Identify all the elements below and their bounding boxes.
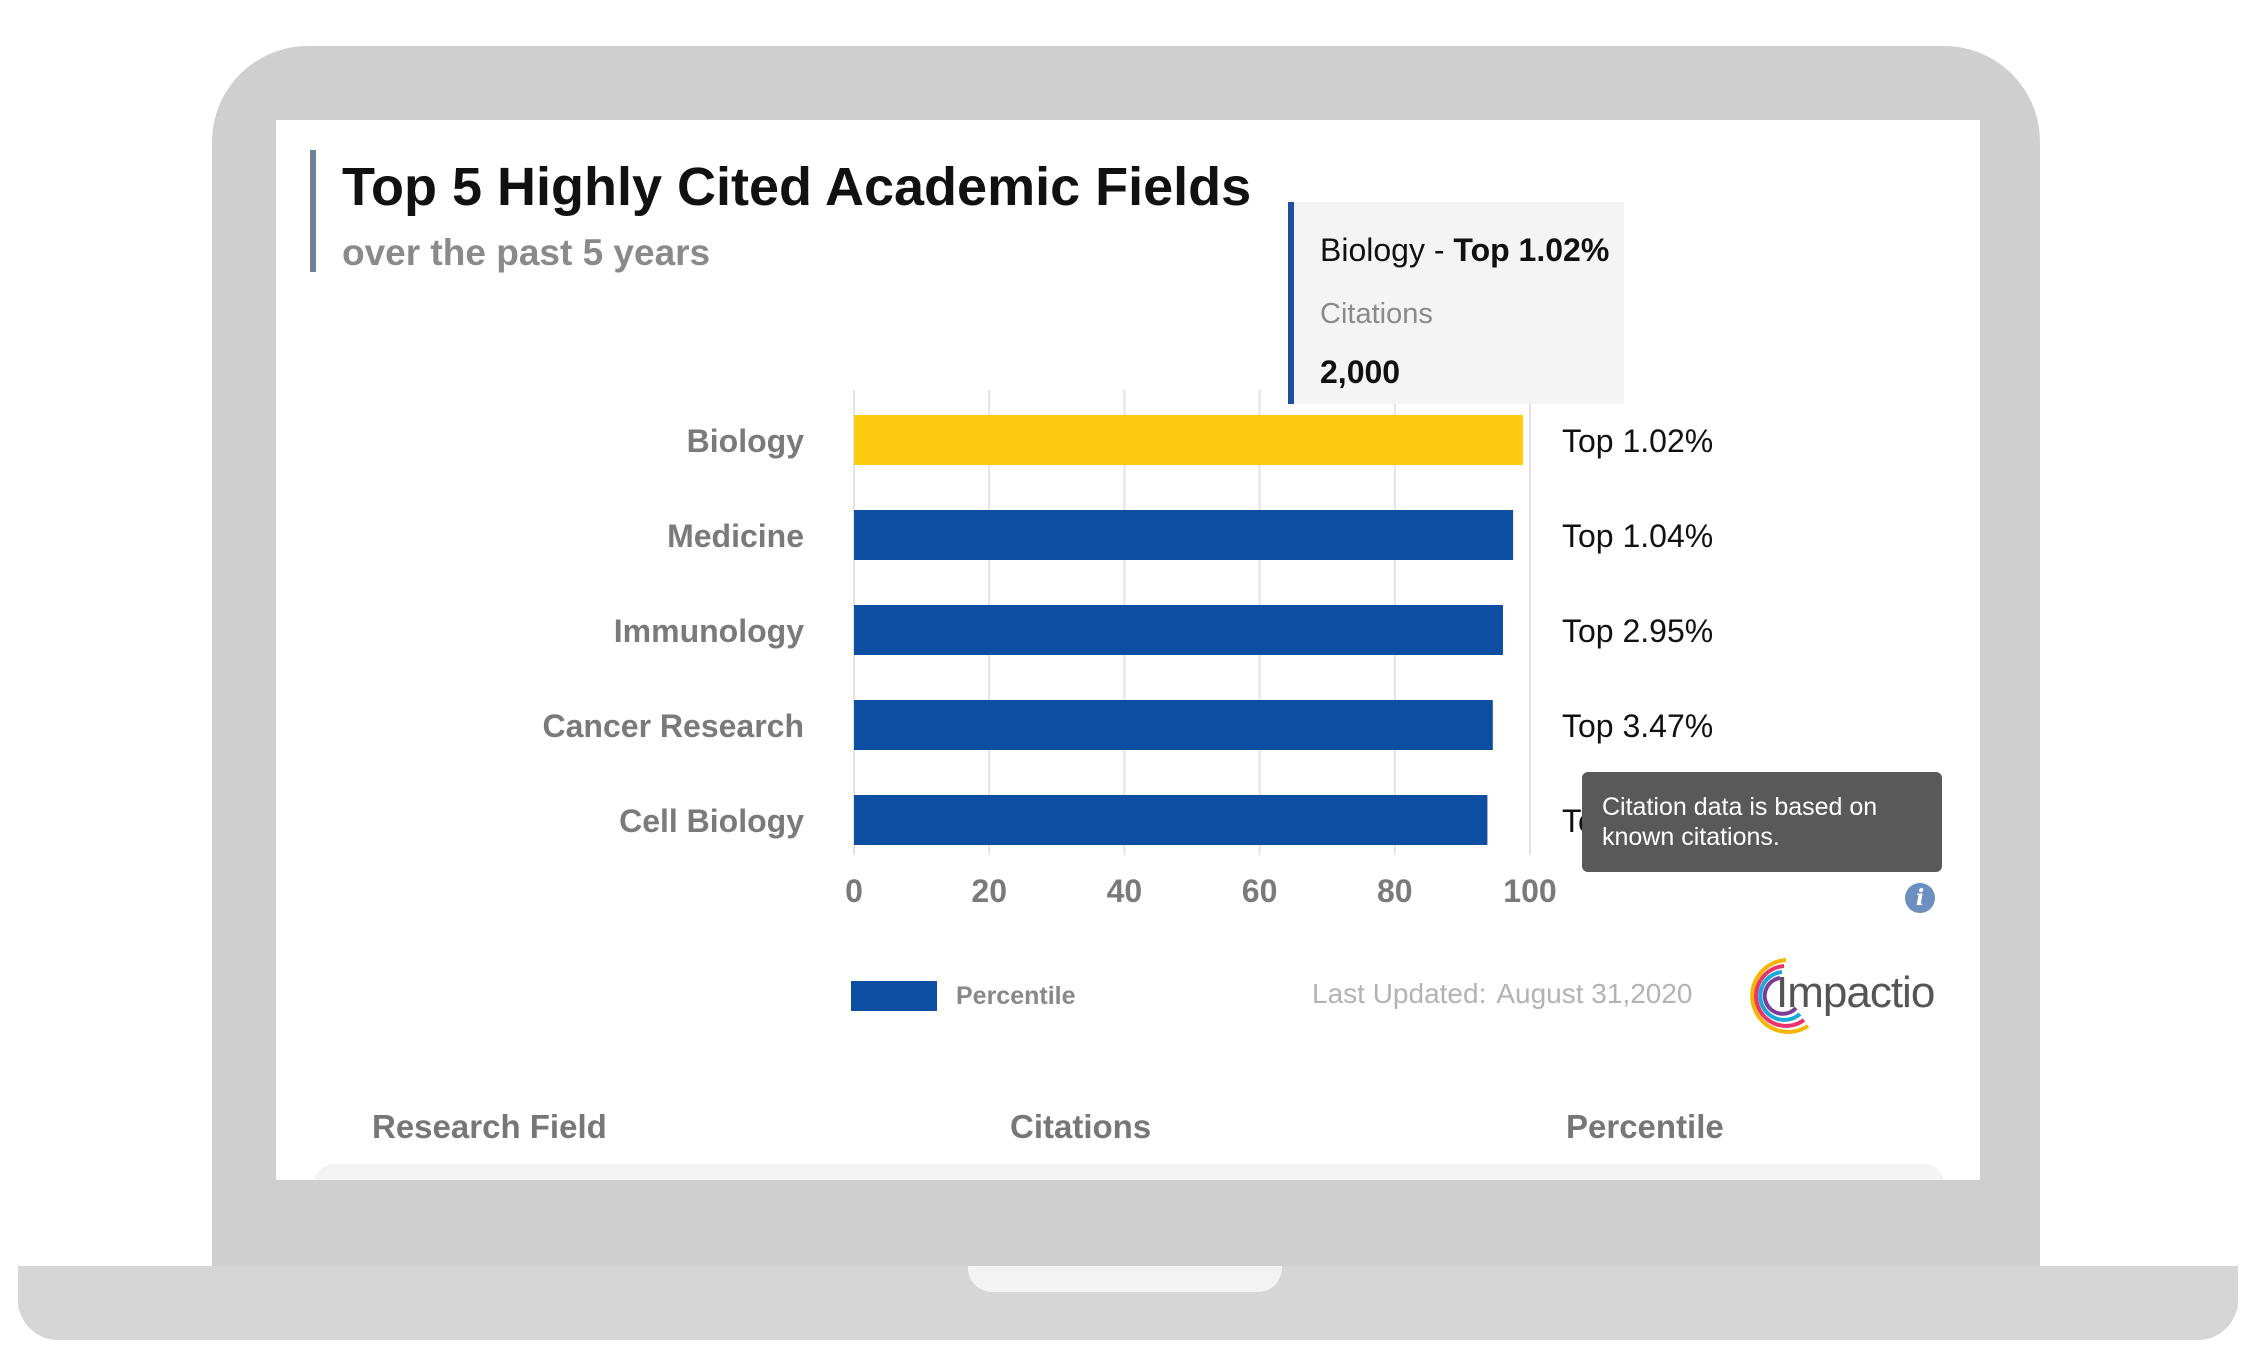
x-tick-label: 40 [1107,873,1143,909]
bar[interactable] [854,415,1524,465]
legend-swatch [851,981,937,1011]
bar[interactable] [854,795,1488,845]
screen: Top 5 Highly Cited Academic Fields over … [276,120,1980,1180]
category-label: Medicine [667,518,804,554]
data-label: Top 3.47% [1562,708,1713,744]
x-tick-label: 60 [1242,873,1278,909]
tooltip-metric-value: 2,000 [1320,354,1401,390]
x-tick-label: 20 [971,873,1007,909]
table-header-citations[interactable]: Citations [1010,1108,1152,1145]
bar[interactable] [854,700,1493,750]
tooltip-rank: Top 1.02% [1453,232,1610,268]
tooltip-field: Biology [1320,232,1425,268]
x-tick-label: 100 [1503,873,1556,909]
category-label: Cancer Research [543,708,804,744]
table-header-percentile[interactable]: Percentile [1566,1108,1724,1145]
impactio-logo [1750,958,1810,1034]
brand-name: Impactio [1776,968,1935,1017]
laptop-notch [968,1266,1282,1292]
x-tick-label: 0 [845,873,863,909]
info-icon[interactable]: i [1905,883,1935,913]
bar-chart: Biology Top 1.02% Medicine Top 1.04% Immunol… [543,390,1713,909]
data-label: Top 1.04% [1562,518,1713,554]
data-label: Top 2.95% [1562,613,1713,649]
category-label: Cell Biology [619,803,804,839]
category-label: Immunology [614,613,804,649]
bar-tooltip: Biology - Top 1.02% Citations 2,000 [1288,202,1624,404]
tooltip-separator: - [1433,232,1445,268]
bar[interactable] [854,605,1503,655]
chart-title: Top 5 Highly Cited Academic Fields [342,157,1252,217]
category-label: Biology [687,423,805,459]
info-tooltip: Citation data is based on known citation… [1582,772,1942,872]
table-header-field[interactable]: Research Field [372,1108,607,1145]
bar[interactable] [854,510,1514,560]
last-updated-label: Last Updated: [1312,978,1487,1009]
data-label: Top 1.02% [1562,423,1713,459]
last-updated-date: August 31,2020 [1496,978,1693,1009]
tooltip-title: Biology - Top 1.02% [1320,232,1609,269]
tooltip-metric-label: Citations [1320,298,1433,330]
title-accent-bar [310,150,316,272]
chart-subtitle: over the past 5 years [342,232,711,273]
table-body-top [314,1164,1944,1180]
last-updated: Last Updated: August 31,2020 [1312,978,1693,1010]
legend-label[interactable]: Percentile [956,982,1076,1010]
x-tick-label: 80 [1377,873,1413,909]
